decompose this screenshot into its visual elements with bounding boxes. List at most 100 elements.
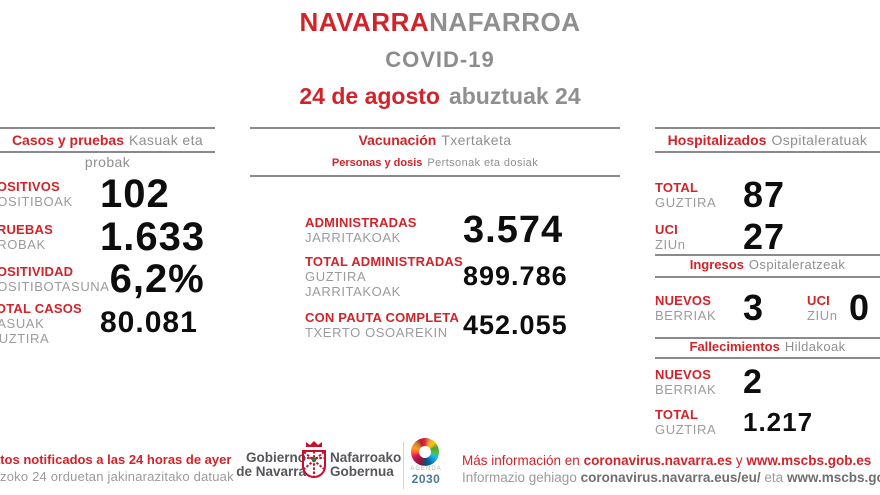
stat-administered: ADMINISTRADAS JARRITAKOAK 3.574 xyxy=(305,205,615,255)
stat-total-deaths: TOTAL GUZTIRA 1.217 xyxy=(655,402,880,442)
gov-es-line2: de Navarra xyxy=(236,464,306,479)
navarra-coat-of-arms-icon xyxy=(300,439,328,490)
stat-value: 3 xyxy=(743,287,765,328)
vaccination-subheader-eu: Pertsonak eta dosiak xyxy=(427,157,539,169)
deaths-header-eu: Hildakoak xyxy=(784,339,846,354)
divider xyxy=(655,254,880,256)
stat-label-es: ADMINISTRADAS xyxy=(305,215,417,230)
vaccination-header-es: Vacunación xyxy=(358,132,437,148)
stat-label-es: POSITIVIDAD xyxy=(0,264,74,279)
stat-value: 102 xyxy=(100,172,170,216)
cases-panel-header: Casos y pruebas Kasuak eta probak xyxy=(0,129,215,173)
link-mscbs-es[interactable]: www.mscbs.gob.es xyxy=(746,453,872,468)
footer-note-eu: zoko 24 orduetan jakinarazitako datuak xyxy=(0,469,234,484)
hospitalized-header-eu: Ospitaleratuak xyxy=(771,132,868,148)
stat-labels: POSITIVIDAD POSITIBOTASUNA xyxy=(0,264,110,294)
vaccination-subheader-es: Personas y dosis xyxy=(331,157,423,169)
stat-label-eu: PROBAK xyxy=(0,237,46,252)
stat-total-administered: TOTAL ADMINISTRADAS GUZTIRA JARRITAKOAK … xyxy=(305,253,615,299)
divider xyxy=(250,127,620,129)
date-basque: abuztuak 24 xyxy=(448,83,581,109)
agenda-year: 2030 xyxy=(411,472,441,486)
stat-label-es: CON PAUTA COMPLETA xyxy=(305,310,460,325)
stat-hospitalized-total: TOTAL GUZTIRA 87 xyxy=(655,172,880,218)
stat-value: 1.633 xyxy=(100,215,206,259)
admissions-header-es: Ingresos xyxy=(689,257,744,272)
info-eu-mid: eta xyxy=(760,470,787,485)
divider xyxy=(0,127,215,129)
divider xyxy=(655,127,880,129)
hospitalized-panel-header: Hospitalizados Ospitaleratuak xyxy=(655,129,880,151)
more-info-line-eu: Informazio gehiago coronavirus.navarra.e… xyxy=(462,470,880,485)
stat-fully-vaccinated: CON PAUTA COMPLETA TXERTO OSOAREKIN 452.… xyxy=(305,305,615,345)
divider xyxy=(655,151,880,153)
footer-note-es: atos notificados a las 24 horas de ayer xyxy=(0,452,232,467)
stat-label-eu: BERRIAK xyxy=(655,382,717,397)
government-wordmark-eu: Nafarroako Gobernua xyxy=(330,451,401,479)
stat-label-eu: JARRITAKOAK xyxy=(305,230,401,245)
stat-value: 80.081 xyxy=(100,306,198,339)
page-title: NAVARRANAFARROA xyxy=(0,7,880,38)
title-basque: NAFARROA xyxy=(429,7,581,37)
date-line: 24 de agosto abuztuak 24 xyxy=(0,83,880,110)
stat-label-eu: TXERTO OSOAREKIN xyxy=(305,325,448,340)
stat-labels: ADMINISTRADAS JARRITAKOAK xyxy=(305,215,463,245)
title-spanish: NAVARRA xyxy=(299,7,430,37)
stat-label-es: UCI xyxy=(655,222,678,237)
stat-labels: UCI ZIUn xyxy=(655,222,743,252)
stat-label-eu: GUZTIRA xyxy=(655,422,717,437)
more-info-line-es: Más información en coronavirus.navarra.e… xyxy=(462,453,871,468)
admissions-panel-header: Ingresos Ospitaleratzeak xyxy=(655,256,880,274)
divider xyxy=(250,175,620,177)
stat-label-es: PRUEBAS xyxy=(0,222,53,237)
divider xyxy=(655,276,880,278)
link-mscbs-eu[interactable]: www.mscbs.gob.es xyxy=(786,470,880,485)
stat-value: 2 xyxy=(743,363,763,401)
stat-value: 87 xyxy=(743,174,786,215)
stat-labels: UCI ZIUn xyxy=(807,293,849,323)
government-wordmark-es: Gobierno de Navarra xyxy=(226,451,306,479)
stat-label2-eu: ZIUn xyxy=(807,308,838,323)
divider xyxy=(0,151,215,153)
stat-tests: PRUEBAS PROBAK 1.633 xyxy=(0,213,228,261)
divider xyxy=(655,337,880,339)
stat-label-es: POSITIVOS xyxy=(0,179,60,194)
stat-labels: CON PAUTA COMPLETA TXERTO OSOAREKIN xyxy=(305,310,463,340)
footer-divider xyxy=(403,442,404,489)
stat-label-eu: KASUAK GUZTIRA xyxy=(0,315,50,346)
stat-labels: POSITIVOS POSITIBOAK xyxy=(0,179,100,209)
gov-eu-line1: Nafarroako xyxy=(330,450,402,465)
stat-new-admissions: NUEVOS BERRIAK 3 UCI ZIUn 0 xyxy=(655,286,880,330)
stat-label2-es: UCI xyxy=(807,293,830,308)
agenda-label: AGENDA xyxy=(410,466,442,472)
stat-positives: POSITIVOS POSITIBOAK 102 xyxy=(0,170,228,218)
vaccination-panel-header: Vacunación Txertaketa xyxy=(250,129,620,151)
stat-value: 1.217 xyxy=(743,407,814,437)
stat-label-es: TOTAL xyxy=(655,407,699,422)
info-eu-prefix: Informazio gehiago xyxy=(462,470,581,485)
gov-es-line1: Gobierno xyxy=(246,450,306,465)
stat-value: 452.055 xyxy=(463,309,568,340)
covid-subtitle: COVID-19 xyxy=(385,47,495,72)
info-es-mid: y xyxy=(732,453,747,468)
stat-label-eu: POSITIBOTASUNA xyxy=(0,279,110,294)
stat-label-eu: BERRIAK xyxy=(655,308,717,323)
sdg-wheel-icon xyxy=(411,438,439,466)
hospitalized-header-es: Hospitalizados xyxy=(667,132,767,148)
stat-value2: 0 xyxy=(849,287,871,328)
divider xyxy=(655,357,880,359)
stat-label-es: NUEVOS xyxy=(655,293,712,308)
info-es-prefix: Más información en xyxy=(462,453,584,468)
link-coronavirus-navarra-eus[interactable]: coronavirus.navarra.eus/eu/ xyxy=(580,470,761,485)
stat-label-es: TOTAL xyxy=(655,180,699,195)
link-coronavirus-navarra-es[interactable]: coronavirus.navarra.es xyxy=(583,453,733,468)
stat-labels: TOTAL GUZTIRA xyxy=(655,180,743,210)
stat-labels: NUEVOS BERRIAK xyxy=(655,367,743,397)
deaths-panel-header: Fallecimientos Hildakoak xyxy=(655,339,880,355)
stat-labels: TOTAL GUZTIRA xyxy=(655,407,743,437)
admissions-header-eu: Ospitaleratzeak xyxy=(748,257,846,272)
stat-value: 27 xyxy=(743,216,786,257)
stat-label-es: TOTAL ADMINISTRADAS xyxy=(305,253,463,269)
stat-value: 899.786 xyxy=(463,260,568,291)
